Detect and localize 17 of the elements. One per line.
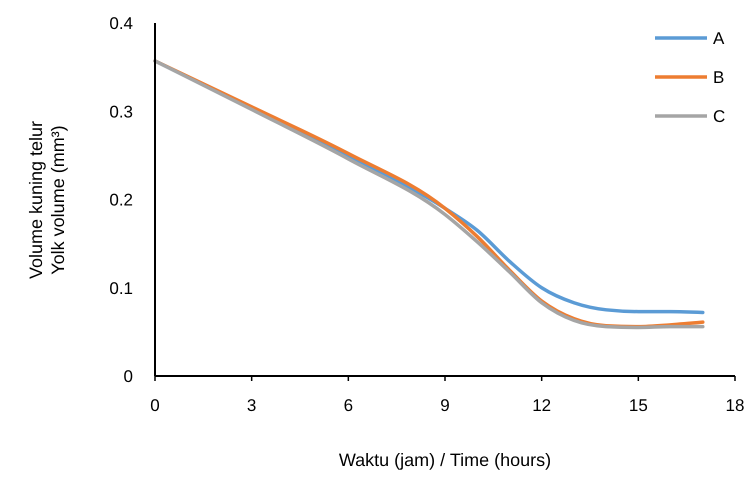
legend-label: C — [713, 107, 726, 126]
y-tick-label: 0.3 — [109, 102, 133, 122]
y-tick-label: 0.1 — [109, 278, 133, 298]
y-tick-label: 0.4 — [109, 14, 133, 33]
legend-label: B — [713, 68, 724, 87]
x-tick-label: 18 — [726, 396, 744, 415]
y-axis-title: Volume kuning telur Yolk volume (mm³) — [26, 120, 68, 280]
x-axis-title: Waktu (jam) / Time (hours) — [338, 450, 552, 470]
x-tick-label: 3 — [246, 396, 256, 415]
y-tick-label: 0 — [124, 367, 133, 386]
legend-label: A — [713, 29, 725, 48]
x-tick-label: 9 — [440, 396, 450, 415]
x-tick-label: 0 — [150, 396, 160, 415]
y-tick-label: 0.2 — [109, 190, 133, 210]
x-tick-label: 12 — [532, 396, 552, 415]
x-tick-label: 6 — [344, 396, 354, 415]
x-tick-label: 15 — [628, 396, 648, 415]
